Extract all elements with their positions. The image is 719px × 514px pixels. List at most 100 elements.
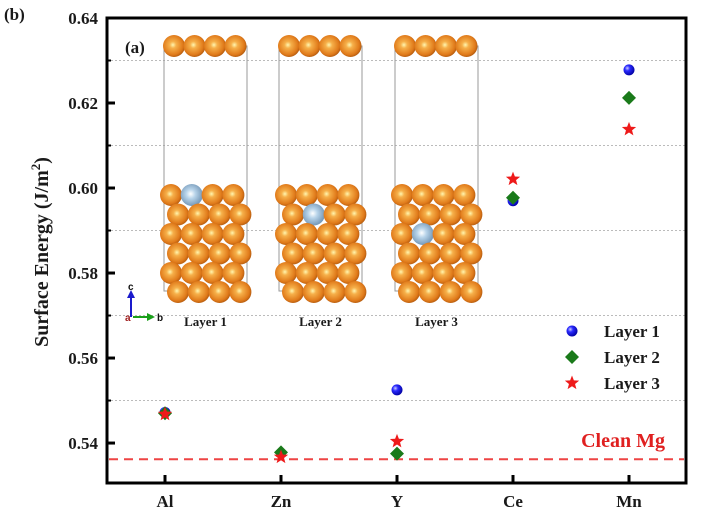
host-atom xyxy=(323,281,346,303)
host-atom xyxy=(439,281,462,303)
host-atom xyxy=(167,281,189,303)
host-atom xyxy=(414,35,437,57)
host-atom xyxy=(411,262,434,284)
host-atom xyxy=(282,203,304,226)
structure-layer-1: Layer 1 xyxy=(160,35,252,329)
marker-layer-3-Y xyxy=(389,433,405,448)
host-atom xyxy=(398,242,420,265)
host-atom xyxy=(435,35,457,57)
y-axis-title-suffix: ) xyxy=(31,157,53,164)
host-atom xyxy=(391,262,413,284)
host-atom xyxy=(229,203,252,226)
marker-layer-1-Mn xyxy=(623,64,635,76)
clean-mg-label: Clean Mg xyxy=(581,430,665,452)
host-atom xyxy=(418,203,441,226)
host-atom xyxy=(394,35,416,57)
c-axis-arrowhead-icon xyxy=(127,290,135,298)
host-atom xyxy=(432,184,455,206)
host-atom xyxy=(275,223,297,245)
host-atom xyxy=(302,281,325,303)
inset-structures: Layer 1 Layer 2 Layer 3 xyxy=(160,35,483,329)
host-atom xyxy=(187,281,210,303)
crystal-axes-glyph: c a b xyxy=(125,282,163,324)
dopant-atom xyxy=(411,223,434,245)
host-atom xyxy=(418,281,441,303)
legend-marker-3 xyxy=(564,375,580,390)
y-axis-title-sup: 2 xyxy=(28,164,43,171)
host-atom xyxy=(460,281,483,303)
structure-layer-3: Layer 3 xyxy=(391,35,483,329)
a-axis-letter: a xyxy=(125,313,131,324)
data-markers xyxy=(157,64,637,464)
y-tick-label: 0.56 xyxy=(68,349,98,368)
host-atom xyxy=(224,35,247,57)
y-tick-label: 0.58 xyxy=(68,264,98,283)
host-atom xyxy=(453,184,476,206)
host-atom xyxy=(398,281,420,303)
host-atom xyxy=(453,262,476,284)
host-atom xyxy=(316,223,339,245)
host-atom xyxy=(460,203,483,226)
marker-layer-2-Mn xyxy=(622,90,636,105)
y-tick-label: 0.60 xyxy=(68,179,98,198)
host-atom xyxy=(204,35,226,57)
host-atom xyxy=(208,281,231,303)
host-atom xyxy=(344,242,367,265)
host-atom xyxy=(160,223,182,245)
host-atom xyxy=(432,223,455,245)
b-axis-letter: b xyxy=(157,313,163,324)
host-atom xyxy=(302,242,325,265)
inset-label-3: Layer 3 xyxy=(415,314,458,329)
y-axis-title-main: Surface Energy (J/m xyxy=(31,170,53,347)
axis-ticks: 0.54 0.56 0.58 0.60 0.62 0.64 Al Zn Y Ce Mn xyxy=(68,9,642,511)
host-atom xyxy=(418,242,441,265)
host-atom xyxy=(229,281,252,303)
host-atom xyxy=(208,203,231,226)
host-atom xyxy=(222,184,245,206)
host-atom xyxy=(295,262,318,284)
host-atom xyxy=(439,203,462,226)
x-tick-label-Al: Al xyxy=(157,492,174,511)
host-atom xyxy=(201,262,224,284)
host-atom xyxy=(344,203,367,226)
marker-layer-3-Ce xyxy=(505,171,521,186)
c-axis-letter: c xyxy=(128,282,134,293)
host-atom xyxy=(316,262,339,284)
marker-layer-2-Y xyxy=(390,446,404,461)
host-atom xyxy=(201,184,224,206)
marker-layer-3-Al xyxy=(157,406,173,421)
host-atom xyxy=(339,35,362,57)
legend-label-3: Layer 3 xyxy=(604,374,660,393)
host-atom xyxy=(282,242,304,265)
host-atom xyxy=(208,242,231,265)
y-tick-label: 0.54 xyxy=(68,434,98,453)
y-tick-label: 0.62 xyxy=(68,94,98,113)
legend-label-2: Layer 2 xyxy=(604,348,660,367)
host-atom xyxy=(337,262,360,284)
host-atom xyxy=(432,262,455,284)
host-atom xyxy=(337,184,360,206)
host-atom xyxy=(275,184,297,206)
y-tick-label: 0.64 xyxy=(68,9,98,28)
host-atom xyxy=(180,262,203,284)
host-atom xyxy=(160,184,182,206)
host-atom xyxy=(460,242,483,265)
host-atom xyxy=(398,203,420,226)
host-atom xyxy=(344,281,367,303)
host-atom xyxy=(282,281,304,303)
host-atom xyxy=(295,184,318,206)
x-tick-label-Mn: Mn xyxy=(616,492,642,511)
marker-layer-2-Ce xyxy=(506,190,520,205)
inset-label-2: Layer 2 xyxy=(299,314,342,329)
host-atom xyxy=(453,223,476,245)
host-atom xyxy=(298,35,321,57)
x-tick-label-Zn: Zn xyxy=(271,492,292,511)
host-atom xyxy=(316,184,339,206)
host-atom xyxy=(163,35,185,57)
panel-label-b: (b) xyxy=(4,5,25,24)
host-atom xyxy=(229,242,252,265)
x-tick-label-Ce: Ce xyxy=(503,492,523,511)
host-atom xyxy=(455,35,478,57)
host-atom xyxy=(187,203,210,226)
